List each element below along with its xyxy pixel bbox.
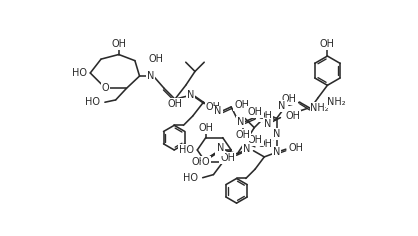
Text: OH: OH <box>282 94 297 104</box>
Text: N: N <box>217 143 224 153</box>
Text: OH: OH <box>248 135 263 145</box>
Text: OH: OH <box>198 123 213 133</box>
Text: N: N <box>214 106 222 117</box>
Text: NH₂: NH₂ <box>327 97 346 107</box>
Text: OH: OH <box>285 111 300 121</box>
Text: OH: OH <box>235 130 250 139</box>
Text: OH: OH <box>234 100 249 110</box>
Text: OH: OH <box>320 39 335 50</box>
Text: HO: HO <box>72 68 87 78</box>
Text: N: N <box>273 147 280 157</box>
Text: NH₂: NH₂ <box>311 103 329 114</box>
Text: OH: OH <box>206 102 221 112</box>
Text: N: N <box>216 145 224 155</box>
Text: OH: OH <box>111 39 126 49</box>
Text: N: N <box>265 119 272 129</box>
Text: N: N <box>240 133 247 143</box>
Text: O: O <box>102 83 110 93</box>
Text: O: O <box>202 157 209 167</box>
Text: HO: HO <box>85 97 100 107</box>
Text: OH: OH <box>248 107 263 117</box>
Text: N: N <box>237 117 244 127</box>
Text: N: N <box>187 90 194 100</box>
Text: OH: OH <box>257 111 273 121</box>
Text: OH: OH <box>289 143 304 153</box>
Text: OH: OH <box>191 156 206 167</box>
Text: OH: OH <box>257 139 273 149</box>
Text: N: N <box>243 144 250 154</box>
Text: N: N <box>273 129 280 139</box>
Text: N: N <box>147 71 154 81</box>
Text: OH: OH <box>168 99 182 109</box>
Text: OH: OH <box>149 54 164 64</box>
Text: N: N <box>278 101 286 111</box>
Text: HO: HO <box>179 145 194 155</box>
Text: HO: HO <box>183 173 198 183</box>
Text: OH: OH <box>220 153 235 164</box>
